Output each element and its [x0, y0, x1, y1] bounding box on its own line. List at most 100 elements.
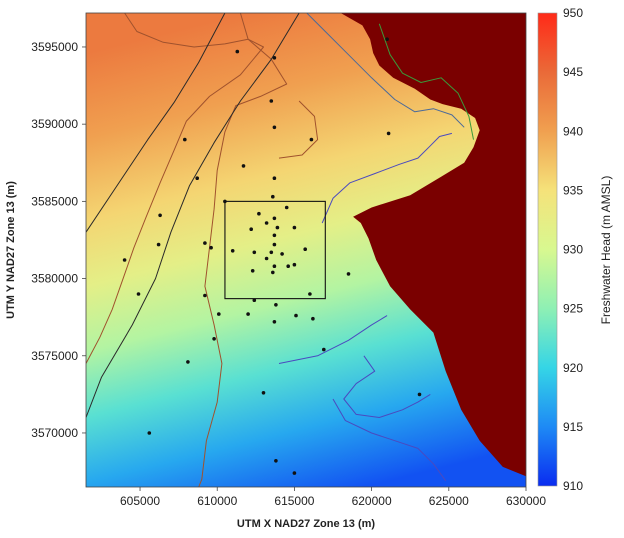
colorbar-frame [537, 12, 558, 487]
well-point [257, 211, 261, 216]
colorbar-title: Freshwater Head (m AMSL) [599, 176, 613, 325]
well-point [271, 194, 275, 199]
well-point [186, 360, 190, 364]
well-point [212, 337, 216, 341]
colorbar-tick-label: 930 [563, 243, 583, 257]
y-axis-ticks: 3570000 3575000 3580000 3585000 3590000 35950… [31, 40, 86, 440]
well-point [286, 264, 291, 269]
well-point [272, 320, 277, 324]
well-point [275, 225, 280, 230]
well-point [269, 99, 274, 103]
inset-box [224, 200, 326, 300]
x-tick-label: 610000 [197, 494, 237, 508]
colorbar-ticks: 910 915 920 925 930 935 940 945 950 [563, 6, 583, 493]
colorbar-tick-label: 950 [563, 6, 583, 20]
colorbar-tick-label: 935 [563, 183, 583, 197]
well-point [147, 431, 152, 435]
x-tick-label: 615000 [274, 494, 314, 508]
well-point [272, 242, 277, 247]
well-point [252, 298, 257, 303]
contour-line-6 [278, 315, 388, 364]
well-point [269, 250, 274, 255]
x-axis-title: UTM X NAD27 Zone 13 (m) [237, 518, 375, 530]
well-point [195, 176, 199, 180]
colorbar-gradient [538, 13, 557, 486]
contour-line-3 [306, 13, 465, 128]
well-point [246, 312, 250, 316]
well-point [209, 245, 213, 250]
colorbar-tick-label: 910 [563, 479, 583, 493]
well-point [271, 270, 275, 275]
colorbar-tick-label: 925 [563, 302, 583, 316]
contour-line-8 [332, 398, 447, 482]
well-point [309, 137, 314, 142]
plot-frame [85, 12, 527, 488]
well-point [272, 264, 277, 269]
well-point [346, 272, 351, 276]
well-point [249, 227, 253, 231]
well-point [235, 49, 240, 54]
contour-line-10 [86, 13, 226, 233]
y-tick-label: 3570000 [31, 426, 78, 440]
well-point [292, 225, 297, 230]
well-point [272, 56, 277, 60]
well-point [303, 247, 308, 251]
well-point [217, 312, 221, 316]
x-axis-ticks: 605000 610000 615000 620000 625000 630000 [120, 487, 546, 508]
well-point [203, 293, 207, 298]
well-point [284, 205, 289, 210]
well-point [158, 213, 162, 218]
no-data-region [340, 13, 526, 477]
well-point [223, 199, 227, 204]
well-point [274, 303, 278, 307]
well-point [280, 252, 284, 256]
colorbar: 910 915 920 925 930 935 940 945 950 [537, 6, 583, 493]
x-tick-label: 605000 [120, 494, 160, 508]
well-point [203, 241, 207, 245]
contour-line-0 [86, 13, 264, 364]
well-point [136, 292, 141, 296]
contour-lines [86, 13, 474, 487]
colorbar-tick-label: 920 [563, 361, 583, 375]
y-tick-label: 3595000 [31, 40, 78, 54]
y-tick-label: 3580000 [31, 272, 78, 286]
well-point [272, 233, 277, 238]
well-point [250, 269, 255, 273]
y-tick-label: 3585000 [31, 194, 78, 208]
contour-line-2 [278, 100, 319, 159]
well-point [252, 250, 257, 255]
well-point [264, 221, 269, 225]
well-point [272, 216, 277, 221]
well-point [264, 256, 269, 261]
well-point [417, 392, 422, 397]
well-point [122, 258, 127, 262]
well-point [292, 262, 297, 267]
contour-line-5 [321, 132, 453, 224]
contour-line-9 [86, 13, 300, 418]
well-point [156, 242, 161, 247]
x-tick-label: 620000 [352, 494, 392, 508]
contour-line-1 [198, 13, 288, 487]
well-markers [122, 37, 422, 475]
well-point [274, 459, 278, 463]
well-point [241, 164, 246, 168]
colorbar-tick-label: 945 [563, 65, 583, 79]
y-tick-label: 3590000 [31, 117, 78, 131]
well-point [183, 137, 187, 142]
well-point [311, 316, 315, 321]
x-tick-label: 625000 [429, 494, 469, 508]
well-point [261, 391, 266, 395]
plot-area [86, 13, 526, 487]
contour-line-7 [343, 355, 431, 418]
well-point [308, 292, 312, 296]
well-point [322, 347, 326, 352]
colorbar-tick-label: 940 [563, 124, 583, 138]
well-point [292, 471, 297, 475]
y-tick-label: 3575000 [31, 349, 78, 363]
well-point [386, 131, 391, 136]
well-point [385, 37, 389, 41]
colorbar-tick-label: 915 [563, 420, 583, 434]
well-point [272, 176, 277, 180]
y-axis-title: UTM Y NAD27 Zone 13 (m) [5, 181, 17, 319]
